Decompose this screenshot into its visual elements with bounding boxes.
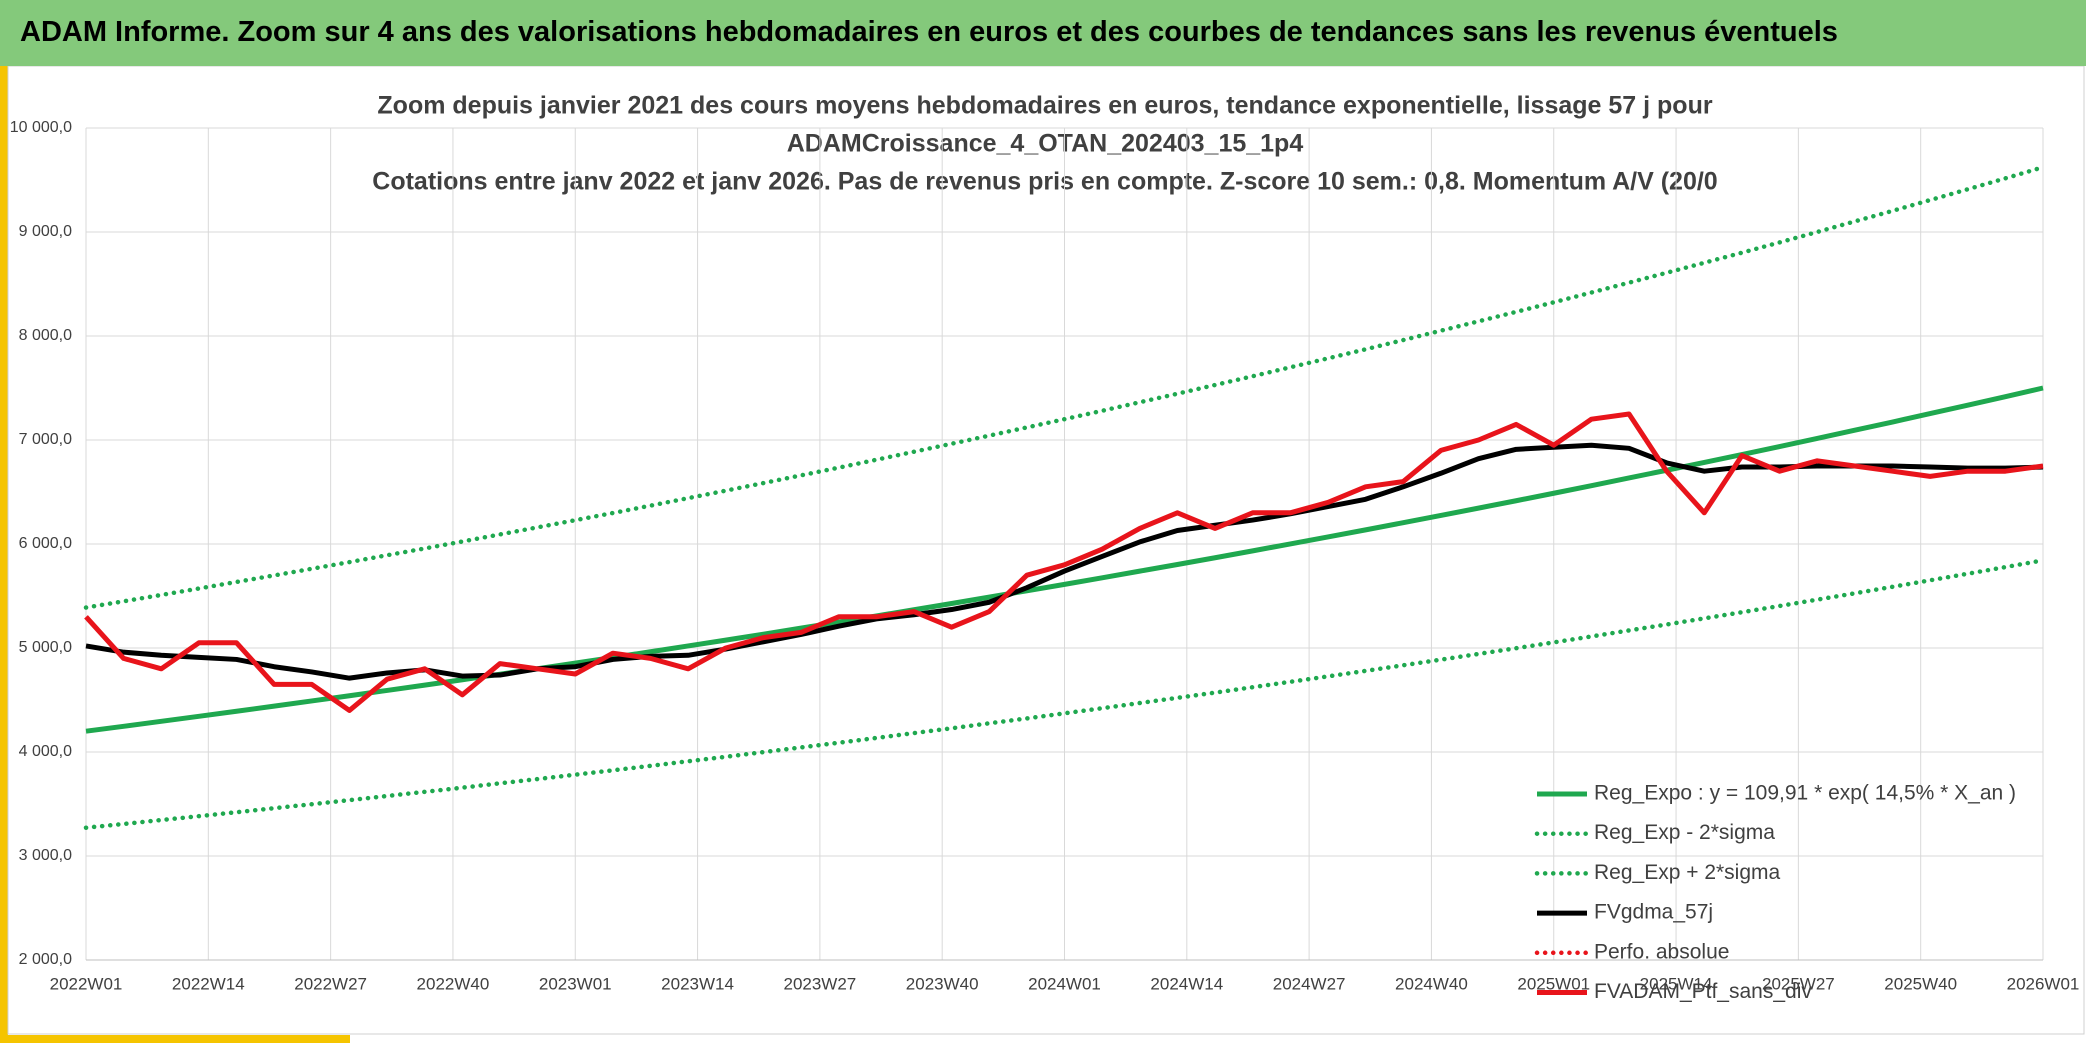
header-title: ADAM Informe. Zoom sur 4 ans des valoris… — [20, 16, 1838, 48]
y-tick-label: 5 000,0 — [19, 639, 72, 656]
y-tick-label: 6 000,0 — [19, 535, 72, 552]
legend-label: Reg_Exp - 2*sigma — [1594, 821, 1775, 844]
x-tick-label: 2022W40 — [417, 974, 490, 993]
chart: Zoom depuis janvier 2021 des cours moyen… — [0, 66, 2086, 1043]
x-tick-label: 2025W01 — [1517, 974, 1590, 993]
x-tick-label: 2024W14 — [1150, 974, 1223, 993]
x-tick-label: 2025W27 — [1762, 974, 1835, 993]
x-tick-label: 2022W27 — [294, 974, 367, 993]
x-tick-label: 2024W27 — [1273, 974, 1346, 993]
x-tick-label: 2023W01 — [539, 974, 612, 993]
legend-label: Perfo. absolue — [1594, 940, 1729, 963]
chart-title: ADAMCroissance_4_OTAN_202403_15_1p4 — [787, 130, 1304, 158]
y-tick-label: 3 000,0 — [19, 847, 72, 864]
y-tick-label: 9 000,0 — [19, 223, 72, 240]
header-bar: ADAM Informe. Zoom sur 4 ans des valoris… — [0, 0, 2086, 66]
y-tick-label: 10 000,0 — [10, 119, 72, 136]
left-accent — [0, 66, 8, 1043]
legend-label: FVgdma_57j — [1594, 901, 1713, 924]
legend-label: Reg_Expo : y = 109,91 * exp( 14,5% * X_a… — [1594, 782, 2016, 805]
legend-label: FVADAM_Ptf_sans_div — [1594, 980, 1812, 1003]
x-tick-label: 2026W01 — [2007, 974, 2080, 993]
x-tick-label: 2025W40 — [1884, 974, 1957, 993]
x-tick-label: 2023W27 — [783, 974, 856, 993]
y-tick-label: 7 000,0 — [19, 431, 72, 448]
series-line — [83, 164, 2046, 610]
y-tick-label: 8 000,0 — [19, 327, 72, 344]
chart-frame — [7, 66, 2085, 1035]
series-line — [84, 411, 2044, 713]
bottom-accent — [0, 1035, 350, 1043]
x-tick-label: 2025W14 — [1640, 974, 1713, 993]
x-tick-label: 2023W14 — [661, 974, 734, 993]
y-tick-label: 4 000,0 — [19, 743, 72, 760]
y-tick-label: 2 000,0 — [19, 951, 72, 968]
series-line — [85, 385, 2044, 734]
x-tick-label: 2024W01 — [1028, 974, 1101, 993]
x-tick-label: 2024W40 — [1395, 974, 1468, 993]
chart-title: Zoom depuis janvier 2021 des cours moyen… — [377, 92, 1712, 120]
chart-title: Cotations entre janv 2022 et janv 2026. … — [372, 168, 1717, 196]
x-tick-label: 2022W14 — [172, 974, 245, 993]
x-tick-label: 2022W01 — [50, 974, 123, 993]
x-tick-label: 2023W40 — [906, 974, 979, 993]
series-line — [83, 558, 2046, 830]
chart-background — [0, 66, 2086, 1043]
legend-label: Reg_Exp + 2*sigma — [1594, 861, 1781, 884]
